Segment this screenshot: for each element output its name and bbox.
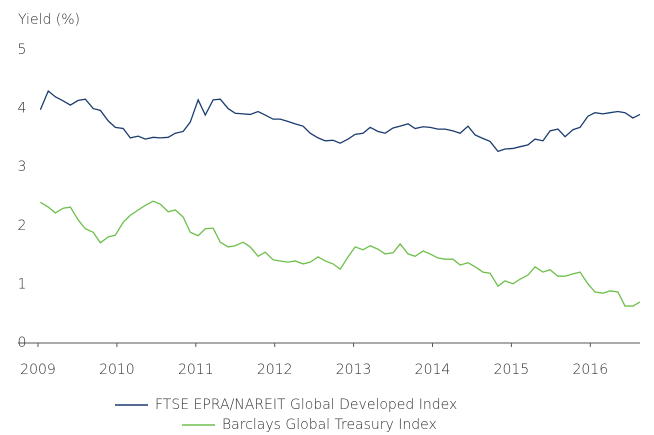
y-tick-label: 2: [18, 218, 27, 234]
x-tick-label: 2010: [99, 362, 135, 378]
y-tick-label: 3: [18, 159, 27, 175]
legend-label: FTSE EPRA/NAREIT Global Developed Index: [155, 397, 457, 413]
x-tick-label: 2014: [415, 362, 451, 378]
y-axis-title: Yield (%): [18, 12, 80, 28]
x-tick-label: 2016: [572, 362, 608, 378]
x-tick-label: 2009: [20, 362, 56, 378]
series-line: [40, 200, 641, 307]
legend-label: Barclays Global Treasury Index: [222, 417, 437, 433]
x-tick-label: 2011: [178, 362, 214, 378]
x-tick-label: 2012: [257, 362, 293, 378]
y-tick-label: 0: [18, 335, 27, 351]
series-line: [39, 89, 641, 153]
y-tick-label: 5: [18, 42, 27, 58]
y-tick-label: 1: [18, 276, 27, 292]
x-tick-label: 2015: [494, 362, 530, 378]
y-tick-label: 4: [18, 101, 27, 117]
x-tick-label: 2013: [336, 362, 372, 378]
